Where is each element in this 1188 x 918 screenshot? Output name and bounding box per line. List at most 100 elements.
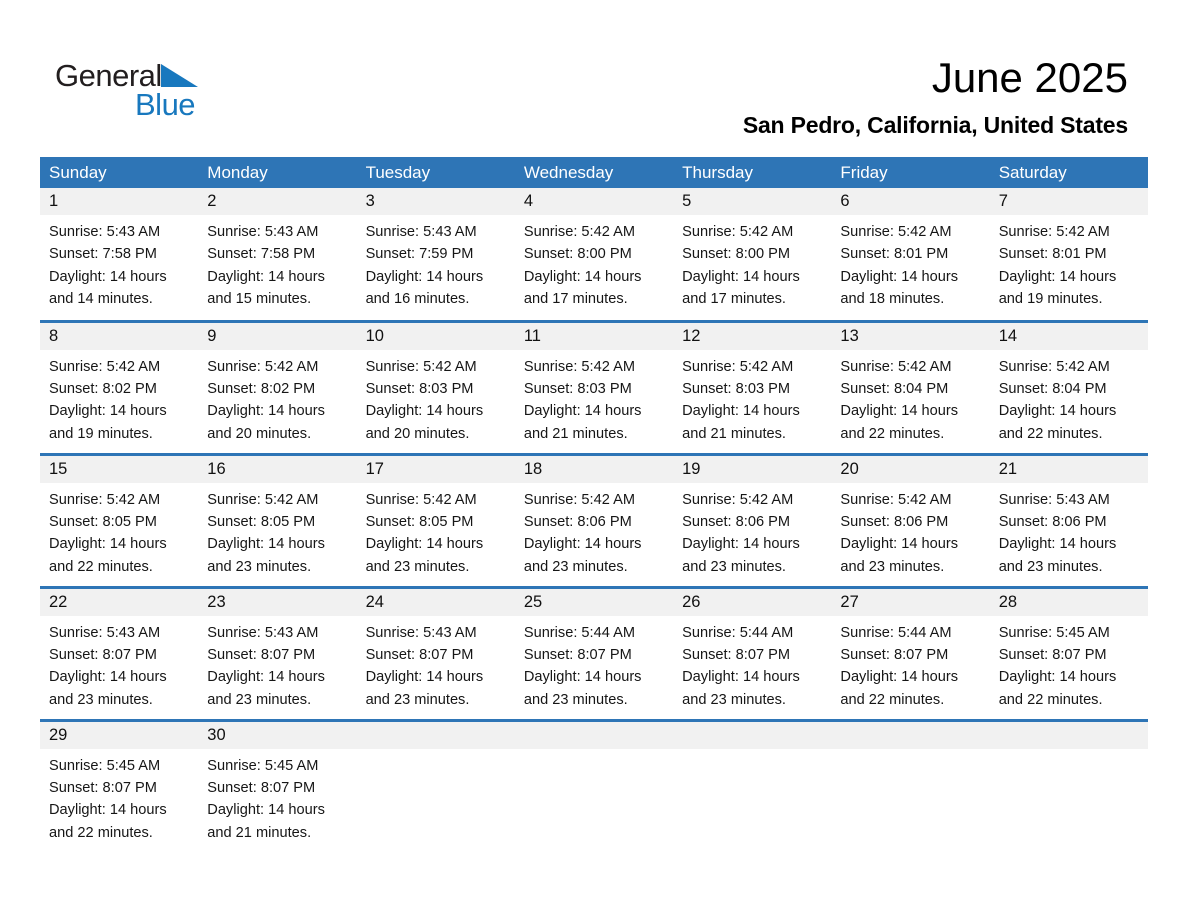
- day-number: 13: [831, 322, 990, 350]
- sunrise-text: Sunrise: 5:43 AM: [365, 224, 477, 240]
- daylight-text: Daylight: 14 hours and 17 minutes.: [682, 268, 800, 308]
- daylight-text: Daylight: 14 hours and 23 minutes.: [207, 669, 325, 708]
- day-number: 28: [989, 588, 1148, 616]
- day-number: 11: [514, 322, 674, 350]
- sunrise-text: Sunrise: 5:42 AM: [840, 358, 952, 375]
- sunset-text: Sunset: 8:03 PM: [365, 380, 474, 397]
- day-details: Sunrise: 5:42 AM Sunset: 8:04 PM Dayligh…: [990, 350, 1148, 446]
- location-subtitle: San Pedro, California, United States: [742, 112, 1128, 138]
- day-number: 20: [831, 455, 990, 483]
- day-number: 30: [198, 721, 357, 749]
- day-details: Sunrise: 5:42 AM Sunset: 8:00 PM Dayligh…: [673, 215, 831, 311]
- sunset-text: Sunset: 8:02 PM: [207, 380, 316, 397]
- sunrise-text: Sunrise: 5:42 AM: [207, 491, 319, 508]
- calendar-table: Sunday Monday Tuesday Wednesday Thursday…: [40, 157, 1148, 853]
- sunrise-text: Sunrise: 5:42 AM: [682, 224, 794, 240]
- sunrise-text: Sunrise: 5:44 AM: [523, 624, 635, 641]
- daylight-text: Daylight: 14 hours and 19 minutes.: [49, 403, 167, 442]
- sunrise-text: Sunrise: 5:42 AM: [365, 491, 477, 508]
- sunrise-text: Sunrise: 5:42 AM: [523, 224, 635, 240]
- day-number: 25: [514, 588, 674, 616]
- sunset-text: Sunset: 8:07 PM: [840, 646, 949, 663]
- day-number: 26: [673, 588, 832, 616]
- daylight-text: Daylight: 14 hours and 17 minutes.: [523, 268, 642, 308]
- day-details: Sunrise: 5:45 AM Sunset: 8:07 PM Dayligh…: [990, 616, 1148, 712]
- sunset-text: Sunset: 8:04 PM: [840, 380, 949, 397]
- day-cell-19: 19 Sunrise: 5:42 AM Sunset: 8:06 PM Dayl…: [673, 454, 832, 587]
- day-cell-1: 1 Sunrise: 5:43 AM Sunset: 7:58 PM Dayli…: [40, 188, 199, 321]
- sunrise-text: Sunrise: 5:42 AM: [49, 358, 161, 375]
- day-cell-28: 28 Sunrise: 5:45 AM Sunset: 8:07 PM Dayl…: [989, 587, 1148, 720]
- day-details: Sunrise: 5:42 AM Sunset: 8:02 PM Dayligh…: [198, 350, 356, 446]
- logo-flag-icon: [161, 64, 198, 87]
- daylight-text: Daylight: 14 hours and 21 minutes.: [523, 403, 642, 442]
- day-details: Sunrise: 5:42 AM Sunset: 8:06 PM Dayligh…: [831, 483, 989, 579]
- sunrise-text: Sunrise: 5:43 AM: [49, 224, 161, 240]
- sunset-text: Sunset: 8:07 PM: [49, 646, 157, 663]
- week-row-5: 29 Sunrise: 5:45 AM Sunset: 8:07 PM Dayl…: [40, 720, 1148, 853]
- day-cell-30: 30 Sunrise: 5:45 AM Sunset: 8:07 PM Dayl…: [198, 720, 357, 853]
- sunset-text: Sunset: 8:01 PM: [840, 246, 949, 263]
- day-cell-11: 11 Sunrise: 5:42 AM Sunset: 8:03 PM Dayl…: [514, 321, 674, 454]
- day-cell-22: 22 Sunrise: 5:43 AM Sunset: 8:07 PM Dayl…: [40, 587, 199, 720]
- daylight-text: Daylight: 14 hours and 23 minutes.: [523, 669, 642, 708]
- day-cell-12: 12 Sunrise: 5:42 AM Sunset: 8:03 PM Dayl…: [673, 321, 832, 454]
- sunset-text: Sunset: 8:06 PM: [840, 513, 949, 530]
- sunset-text: Sunset: 8:07 PM: [682, 646, 791, 663]
- day-cell-24: 24 Sunrise: 5:43 AM Sunset: 8:07 PM Dayl…: [356, 587, 515, 720]
- sunrise-text: Sunrise: 5:44 AM: [840, 624, 952, 641]
- general-blue-logo: General Blue: [55, 58, 225, 124]
- weekday-header-friday: Friday: [831, 157, 990, 188]
- empty-day-band: [831, 721, 990, 749]
- day-cell-17: 17 Sunrise: 5:42 AM Sunset: 8:05 PM Dayl…: [356, 454, 515, 587]
- day-cell-2: 2 Sunrise: 5:43 AM Sunset: 7:58 PM Dayli…: [198, 188, 357, 321]
- sunset-text: Sunset: 8:02 PM: [49, 380, 157, 397]
- sunset-text: Sunset: 7:58 PM: [49, 246, 157, 263]
- day-details: Sunrise: 5:42 AM Sunset: 8:03 PM Dayligh…: [357, 350, 515, 446]
- day-number: 19: [673, 455, 832, 483]
- day-cell-5: 5 Sunrise: 5:42 AM Sunset: 8:00 PM Dayli…: [673, 188, 832, 321]
- sunset-text: Sunset: 8:00 PM: [682, 246, 791, 263]
- day-number: 10: [356, 322, 515, 350]
- day-details: Sunrise: 5:42 AM Sunset: 8:03 PM Dayligh…: [673, 350, 831, 446]
- day-cell-7: 7 Sunrise: 5:42 AM Sunset: 8:01 PM Dayli…: [989, 188, 1148, 321]
- day-number: 8: [40, 322, 199, 350]
- weekday-header-wednesday: Wednesday: [514, 157, 674, 188]
- day-details: Sunrise: 5:44 AM Sunset: 8:07 PM Dayligh…: [831, 616, 989, 712]
- sunset-text: Sunset: 8:03 PM: [682, 380, 791, 397]
- sunrise-text: Sunrise: 5:43 AM: [207, 224, 319, 240]
- day-details: Sunrise: 5:43 AM Sunset: 7:58 PM Dayligh…: [198, 215, 356, 311]
- week-row-4: 22 Sunrise: 5:43 AM Sunset: 8:07 PM Dayl…: [40, 587, 1148, 720]
- sunrise-text: Sunrise: 5:43 AM: [998, 491, 1110, 508]
- day-cell-3: 3 Sunrise: 5:43 AM Sunset: 7:59 PM Dayli…: [356, 188, 515, 321]
- sunset-text: Sunset: 8:00 PM: [523, 246, 632, 263]
- empty-day-band: [989, 721, 1148, 749]
- day-cell-14: 14 Sunrise: 5:42 AM Sunset: 8:04 PM Dayl…: [989, 321, 1148, 454]
- weekday-header-sunday: Sunday: [40, 157, 199, 188]
- logo-blue-text: Blue: [135, 87, 196, 122]
- sunrise-text: Sunrise: 5:45 AM: [998, 624, 1110, 641]
- sunset-text: Sunset: 8:01 PM: [998, 246, 1107, 263]
- daylight-text: Daylight: 14 hours and 22 minutes.: [998, 669, 1117, 708]
- day-details: Sunrise: 5:45 AM Sunset: 8:07 PM Dayligh…: [198, 749, 356, 845]
- day-cell-29: 29 Sunrise: 5:45 AM Sunset: 8:07 PM Dayl…: [40, 720, 199, 853]
- sunrise-text: Sunrise: 5:45 AM: [49, 757, 161, 774]
- daylight-text: Daylight: 14 hours and 22 minutes.: [49, 536, 167, 575]
- day-number: 4: [514, 188, 674, 215]
- day-details: Sunrise: 5:42 AM Sunset: 8:05 PM Dayligh…: [198, 483, 356, 579]
- day-cell-8: 8 Sunrise: 5:42 AM Sunset: 8:02 PM Dayli…: [40, 321, 199, 454]
- day-number: 7: [989, 188, 1148, 215]
- empty-day-band: [673, 721, 832, 749]
- daylight-text: Daylight: 14 hours and 23 minutes.: [682, 669, 800, 708]
- day-cell-26: 26 Sunrise: 5:44 AM Sunset: 8:07 PM Dayl…: [673, 587, 832, 720]
- day-details: Sunrise: 5:42 AM Sunset: 8:02 PM Dayligh…: [40, 350, 198, 446]
- day-details: Sunrise: 5:43 AM Sunset: 7:58 PM Dayligh…: [40, 215, 198, 311]
- day-cell-18: 18 Sunrise: 5:42 AM Sunset: 8:06 PM Dayl…: [514, 454, 674, 587]
- empty-day-cell: [831, 720, 990, 853]
- day-cell-13: 13 Sunrise: 5:42 AM Sunset: 8:04 PM Dayl…: [831, 321, 990, 454]
- sunrise-text: Sunrise: 5:42 AM: [682, 358, 794, 375]
- daylight-text: Daylight: 14 hours and 14 minutes.: [49, 268, 167, 308]
- day-details: Sunrise: 5:43 AM Sunset: 8:06 PM Dayligh…: [990, 483, 1148, 579]
- daylight-text: Daylight: 14 hours and 21 minutes.: [207, 802, 325, 841]
- day-details: Sunrise: 5:44 AM Sunset: 8:07 PM Dayligh…: [515, 616, 673, 712]
